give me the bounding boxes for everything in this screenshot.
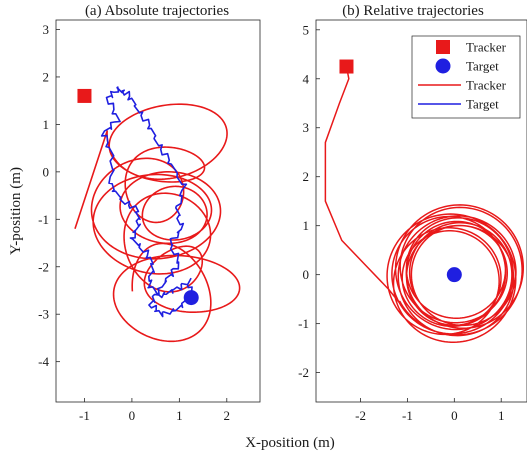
legend-label: Target [466, 97, 499, 112]
panel-b-x-tick-label: -1 [402, 408, 413, 423]
panel-a-y-tick-label: 1 [43, 117, 50, 132]
legend-box [411, 35, 521, 119]
panel-a-y-tick-label: -2 [38, 259, 49, 274]
panel-b-x-tick-label: -2 [355, 408, 366, 423]
marker-tracker-start [77, 88, 92, 103]
marker-target-position [183, 290, 199, 306]
marker-tracker-start [339, 59, 354, 74]
panel-a-axes-box [55, 19, 261, 403]
panel-b-y-tick-label: -1 [298, 316, 309, 331]
panel-b-x-tick-label: 0 [451, 408, 458, 423]
panel-a-title: (a) Absolute trajectories [85, 3, 229, 19]
legend-label: Tracker [466, 78, 507, 93]
panel-b-y-tick-label: 3 [303, 120, 310, 135]
panel-a-x-tick-label: -1 [79, 408, 90, 423]
legend-symbol-circle [435, 58, 451, 74]
panel-a-ticks: -1 0 1 2 3 2 1 0 -1 -2 -3 -4 [38, 22, 230, 423]
panel-a-x-tick-label: 2 [224, 408, 231, 423]
panel-a-y-tick-label: -4 [38, 354, 49, 369]
x-axis-label: X-position (m) [245, 435, 335, 451]
series-tracker-relative-line [324, 66, 524, 343]
panel-b-ticks: -2 -1 0 1 5 4 3 2 1 0 -1 -2 [298, 22, 504, 423]
marker-target-origin [446, 267, 462, 283]
legend-label: Target [466, 59, 499, 74]
panel-b-y-tick-label: 4 [303, 71, 310, 86]
panel-absolute-trajectories: (a) Absolute trajectories -1 0 1 23210-1-2-… [8, 3, 261, 423]
panel-relative-trajectories: (b) Relative trajectories -2 -1 0 1 5 4 3 2 1 0 -1… [298, 3, 527, 423]
panel-a-y-tick-label: -3 [38, 307, 49, 322]
legend-symbol-square [436, 40, 450, 54]
panel-a-y-tick-label: -1 [38, 212, 49, 227]
panel-a-plot-area [74, 86, 241, 343]
panel-a-x-tick-label: 1 [176, 408, 183, 423]
panel-b-title: (b) Relative trajectories [342, 3, 484, 19]
panel-b-y-tick-label: 0 [303, 267, 310, 282]
panel-b-y-tick-label: 2 [303, 169, 310, 184]
legend: Tracker Target Tracker Target [411, 35, 521, 119]
panel-b-y-tick-label: -2 [298, 365, 309, 380]
series-tracker-line [74, 103, 241, 343]
panel-b-y-tick-label: 5 [303, 22, 310, 37]
panel-a-y-tick-label: 0 [43, 164, 50, 179]
panel-a-y-tick-label: 2 [43, 69, 50, 84]
legend-label: Tracker [466, 40, 507, 55]
panel-a-y-tick-label: 3 [43, 22, 50, 37]
y-axis-label: Y-position (m) [8, 167, 24, 255]
panel-b-x-tick-label: 1 [498, 408, 505, 423]
panel-b-plot-area [324, 59, 524, 343]
panel-a-x-tick-label: 0 [129, 408, 136, 423]
panel-b-y-tick-label: 1 [303, 218, 310, 233]
panel-b-axes-box [315, 19, 527, 403]
